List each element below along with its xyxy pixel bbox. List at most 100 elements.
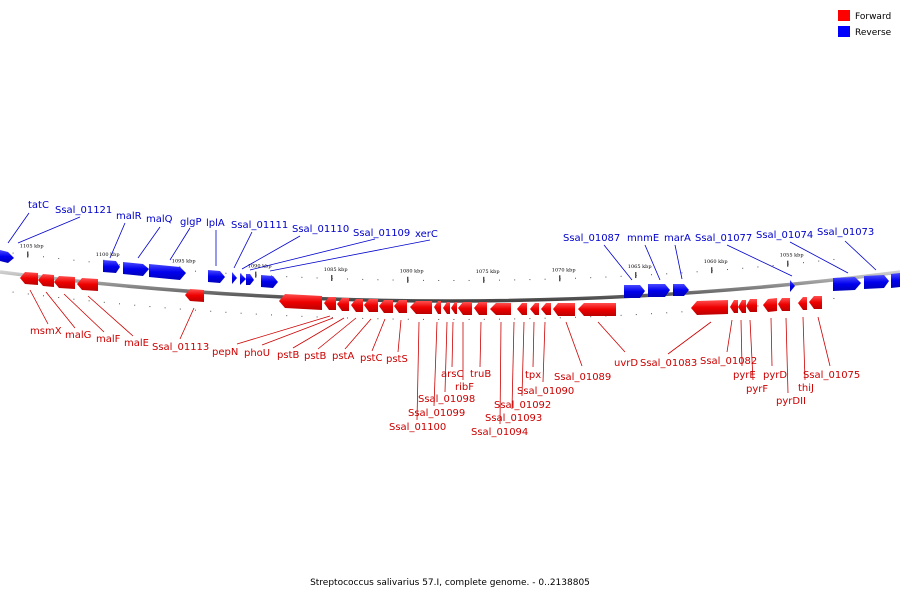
- gene-arrow[interactable]: [410, 301, 432, 314]
- gene-malR[interactable]: malR: [103, 211, 142, 273]
- gene-arrow[interactable]: [833, 277, 861, 291]
- gene-arrow[interactable]: [864, 275, 889, 289]
- gene-malE[interactable]: malE: [77, 278, 149, 349]
- gene-marA[interactable]: marA: [664, 233, 691, 296]
- gene-arrow[interactable]: [246, 274, 254, 285]
- gene-arsC[interactable]: arsC: [441, 302, 463, 380]
- gene-arrow[interactable]: [746, 299, 757, 312]
- gene-tpx[interactable]: tpx: [525, 303, 551, 381]
- gene-arrow[interactable]: [809, 296, 822, 309]
- gene-arrow[interactable]: [54, 276, 75, 289]
- gene-ribF[interactable]: ribF: [455, 302, 474, 393]
- scale-dot: [529, 318, 531, 320]
- gene-pyrDII[interactable]: pyrDII: [776, 298, 806, 407]
- gene-Ssal_01087[interactable]: Ssal_01087: [563, 233, 645, 298]
- gene-arrow[interactable]: [451, 302, 457, 314]
- gene-arrow-partial[interactable]: [891, 273, 900, 288]
- gene-Ssal_01073[interactable]: Ssal_01073: [817, 227, 889, 289]
- gene-pstA[interactable]: pstA: [332, 299, 378, 362]
- gene-arrow[interactable]: [185, 289, 204, 302]
- gene-arrow[interactable]: [763, 298, 777, 312]
- gene-arrow[interactable]: [434, 301, 441, 314]
- gene-pepN[interactable]: pepN: [212, 294, 331, 358]
- gene-malG[interactable]: malG: [38, 274, 91, 341]
- gene-Ssal_01090[interactable]: Ssal_01090: [517, 303, 575, 397]
- gene-arrow[interactable]: [553, 303, 575, 316]
- gene-Ssal_01074[interactable]: Ssal_01074: [756, 230, 861, 291]
- gene-arrow[interactable]: [530, 303, 539, 315]
- gene-pyrE[interactable]: pyrE: [733, 300, 756, 381]
- gene-arrow[interactable]: [490, 303, 511, 315]
- gene-pstC[interactable]: pstC: [360, 300, 393, 364]
- gene-truB[interactable]: truB: [470, 302, 491, 380]
- gene-Ssal_01094[interactable]: Ssal_01094: [471, 303, 528, 438]
- gene-arrow[interactable]: [458, 302, 472, 315]
- gene-Ssal_01109[interactable]: Ssal_01109: [246, 228, 410, 285]
- gene-arrow[interactable]: [0, 250, 14, 263]
- gene-arrow[interactable]: [20, 272, 38, 285]
- gene-Ssal_01111[interactable]: Ssal_01111: [231, 220, 288, 284]
- gene-uvrD[interactable]: uvrD: [597, 300, 728, 369]
- gene-arrow[interactable]: [208, 270, 225, 283]
- gene-msmX[interactable]: msmX: [20, 272, 62, 337]
- gene-pyrF[interactable]: pyrF: [746, 299, 768, 395]
- gene-arrow[interactable]: [337, 298, 349, 311]
- gene-tatC[interactable]: tatC: [0, 200, 49, 263]
- gene-arrow[interactable]: [474, 302, 487, 315]
- gene-glgP[interactable]: glgP: [149, 217, 202, 280]
- gene-arrow[interactable]: [77, 278, 98, 291]
- gene-arrow[interactable]: [123, 262, 149, 276]
- gene-Ssal_01082[interactable]: Ssal_01082: [700, 300, 757, 367]
- gene-Ssal_01075[interactable]: Ssal_01075: [803, 296, 860, 381]
- gene-arrow[interactable]: [798, 297, 807, 310]
- gene-Ssal_01098[interactable]: Ssal_01098: [418, 302, 475, 405]
- gene-arrow[interactable]: [364, 299, 378, 312]
- gene-arrow[interactable]: [324, 297, 336, 310]
- gene-arrow[interactable]: [279, 294, 322, 310]
- gene-Ssal_01092[interactable]: Ssal_01092: [494, 303, 551, 411]
- gene-arrow[interactable]: [379, 300, 393, 313]
- gene-arrow[interactable]: [624, 285, 645, 298]
- gene-Ssal_01083[interactable]: Ssal_01083: [640, 321, 712, 369]
- gene-arrow[interactable]: [261, 275, 278, 288]
- gene-arrow[interactable]: [394, 300, 407, 313]
- gene-arrow[interactable]: [232, 272, 237, 284]
- gene-label: pyrE: [733, 370, 756, 381]
- gene-Ssal_01100[interactable]: Ssal_01100: [389, 301, 446, 433]
- gene-pstB[interactable]: pstB: [277, 298, 349, 361]
- gene-Ssal_01089[interactable]: Ssal_01089: [554, 303, 616, 383]
- gene-Ssal_01121[interactable]: Ssal_01121: [17, 205, 112, 244]
- scale-dot: [195, 270, 196, 272]
- gene-thiJ[interactable]: thiJ: [798, 297, 814, 394]
- gene-arrow[interactable]: [578, 303, 616, 316]
- gene-arrow[interactable]: [648, 284, 670, 297]
- gene-Ssal_01093[interactable]: Ssal_01093: [485, 303, 542, 424]
- gene-phoU[interactable]: phoU: [244, 297, 336, 359]
- gene-Ssal_01099[interactable]: Ssal_01099: [408, 301, 465, 419]
- gene-pstB-2[interactable]: pstB: [304, 299, 363, 362]
- gene-arrow[interactable]: [38, 274, 54, 287]
- gene-arrow[interactable]: [149, 264, 186, 280]
- gene-arrow[interactable]: [691, 300, 728, 315]
- gene-arrow[interactable]: [240, 273, 246, 285]
- gene-malQ[interactable]: malQ: [123, 214, 173, 276]
- gene-arrow[interactable]: [673, 284, 689, 296]
- gene-Ssal_01110[interactable]: Ssal_01110: [240, 224, 349, 285]
- gene-arrow[interactable]: [730, 300, 738, 313]
- gene-Ssal_01113[interactable]: Ssal_01113: [152, 289, 209, 353]
- gene-arrow[interactable]: [738, 300, 746, 313]
- gene-pyrD[interactable]: pyrD: [763, 298, 787, 381]
- gene-lplA[interactable]: lplA: [206, 218, 225, 283]
- gene-xerC[interactable]: xerC: [261, 229, 438, 288]
- gene-arrow[interactable]: [541, 303, 551, 315]
- gene-arrow[interactable]: [517, 303, 527, 315]
- gene-pstS[interactable]: pstS: [386, 300, 408, 365]
- gene-arrow[interactable]: [778, 298, 790, 311]
- gene-Ssal_01077[interactable]: Ssal_01077: [695, 233, 795, 292]
- gene-mnmE[interactable]: mnmE: [627, 233, 670, 297]
- gene-arrow[interactable]: [443, 302, 450, 314]
- gene-arrow[interactable]: [103, 260, 120, 273]
- gene-arrow[interactable]: [790, 280, 795, 292]
- gene-malF[interactable]: malF: [54, 276, 121, 345]
- gene-arrow[interactable]: [351, 299, 363, 312]
